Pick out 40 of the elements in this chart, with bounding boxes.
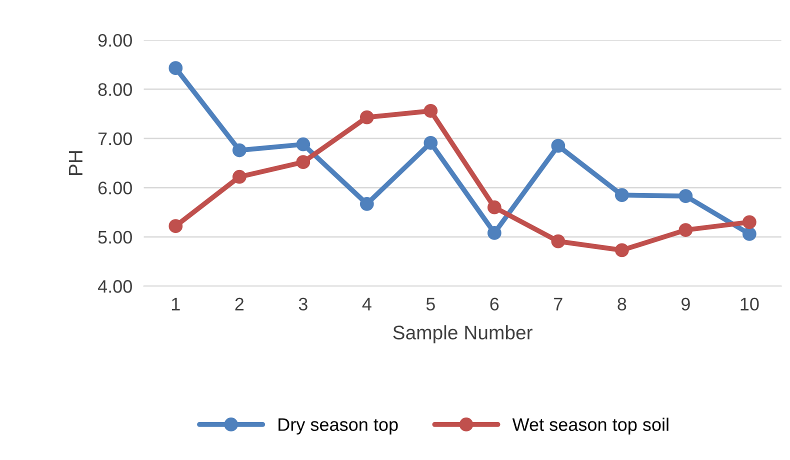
legend-label: Dry season top [278,418,398,435]
y-axis-title: PH [69,151,82,175]
point [678,189,693,203]
x-tick-label: 5 [426,298,435,310]
y-tick-label: 6.00 [98,182,132,194]
y-tick-label: 8.00 [98,83,132,96]
point [742,227,756,241]
y-tick-label: 5.00 [98,230,132,244]
y-tick-label: 9.00 [98,34,132,47]
y-tick-label: 7.00 [98,132,132,146]
point [360,110,374,124]
x-tick-label: 3 [298,298,308,310]
point [678,223,693,237]
point [551,234,566,248]
point [551,138,566,153]
y-tick-label: 4.00 [98,280,132,293]
x-tick-label: 1 [172,298,180,310]
point [614,243,629,258]
x-tick-label: 9 [682,298,690,310]
x-tick-label: 4 [362,298,372,310]
x-tick-label: 7 [554,298,562,310]
point [232,143,246,158]
point [424,104,438,118]
point [614,188,629,202]
point [296,155,310,170]
x-tick-label: 2 [235,298,244,310]
point [487,200,502,214]
point [424,136,438,150]
x-tick-label: 10 [740,298,759,310]
point [168,219,183,234]
legend-label: Wet season top soil [512,418,668,435]
point [360,196,374,211]
x-axis-title: Sample Number [393,325,532,344]
point [168,61,183,76]
point [232,170,246,184]
point [487,226,502,240]
point [742,215,756,230]
x-tick-label: 6 [490,298,499,310]
x-tick-label: 8 [618,298,626,310]
point [296,137,310,152]
